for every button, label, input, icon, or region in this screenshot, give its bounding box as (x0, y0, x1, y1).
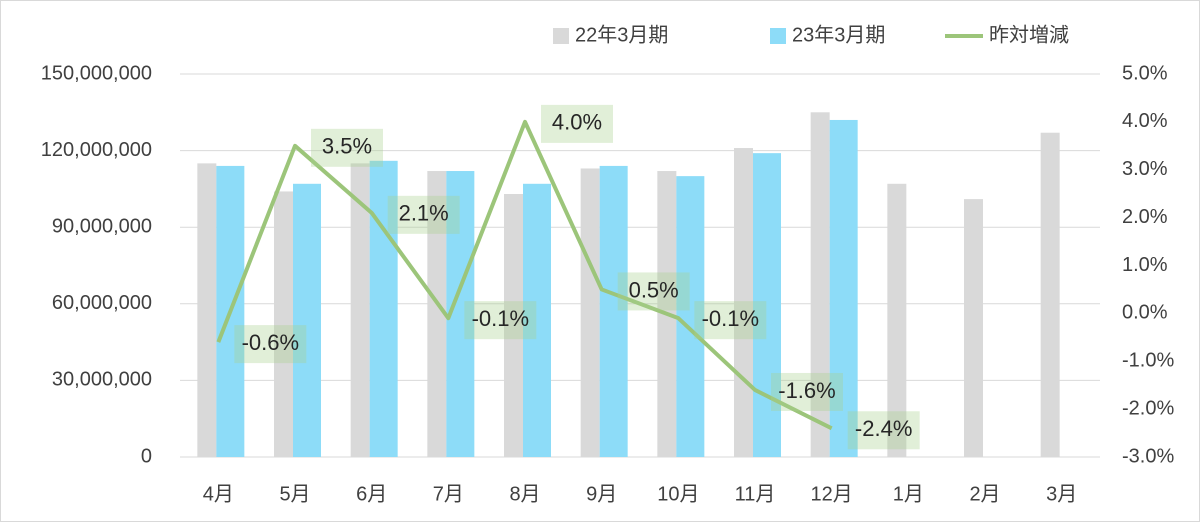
data-label: -0.1% (702, 306, 759, 331)
x-tick-label: 4月 (203, 483, 234, 505)
x-tick-label: 9月 (586, 483, 617, 505)
x-tick-label: 1月 (893, 483, 924, 505)
bar (1040, 132, 1060, 457)
y2-tick-label: -2.0% (1122, 397, 1174, 419)
y-tick-label: 0 (141, 445, 152, 467)
bar (504, 194, 523, 458)
y2-tick-label: 0.0% (1122, 302, 1168, 324)
bar (580, 168, 600, 457)
y2-tick-label: 3.0% (1122, 158, 1168, 180)
x-tick-label: 10月 (657, 483, 699, 505)
y2-tick-label: 2.0% (1122, 206, 1168, 228)
y-tick-label: 60,000,000 (52, 292, 152, 314)
x-tick-label: 11月 (735, 483, 776, 505)
bar (887, 183, 907, 457)
x-tick-label: 2月 (969, 483, 1000, 505)
label-box (694, 301, 767, 340)
bar (829, 119, 858, 458)
y2-tick-label: -3.0% (1122, 445, 1174, 467)
legend-swatch (553, 28, 569, 44)
x-tick-label: 12月 (811, 483, 853, 505)
y-tick-label: 120,000,000 (41, 139, 152, 161)
data-label: -0.6% (242, 330, 299, 355)
data-label: -1.6% (778, 378, 835, 403)
label-box (234, 325, 307, 364)
bar (523, 183, 551, 457)
x-tick-label: 8月 (509, 483, 540, 505)
x-tick-label: 3月 (1046, 483, 1077, 505)
bar (810, 112, 830, 458)
bar (676, 176, 705, 457)
legend-label: 23年3月期 (792, 23, 885, 46)
y-tick-label: 30,000,000 (52, 369, 152, 391)
x-tick-label: 5月 (279, 483, 310, 505)
x-tick-label: 6月 (356, 483, 387, 505)
bar (964, 199, 983, 457)
label-box (464, 301, 537, 340)
bar (369, 160, 398, 457)
y-tick-label: 90,000,000 (52, 215, 152, 237)
data-label: -2.4% (855, 416, 912, 441)
data-label: 3.5% (322, 134, 372, 159)
y-tick-label: 150,000,000 (41, 62, 152, 84)
legend-label: 昨対増減 (989, 23, 1069, 46)
data-label: 0.5% (629, 277, 679, 302)
label-box (847, 411, 920, 450)
bar (734, 148, 753, 457)
bar (293, 183, 321, 457)
bar (350, 163, 370, 457)
x-tick-label: 7月 (433, 483, 464, 505)
data-label: 4.0% (552, 110, 602, 135)
y2-tick-label: 1.0% (1122, 254, 1168, 276)
bar (753, 153, 781, 458)
bar (197, 163, 217, 457)
data-label: 2.1% (399, 201, 449, 226)
bar (274, 191, 293, 457)
legend-label: 22年3月期 (575, 23, 668, 46)
bar (427, 171, 447, 457)
label-box (387, 195, 460, 234)
label-box (771, 372, 843, 411)
y2-tick-label: 5.0% (1122, 62, 1168, 84)
legend-swatch (770, 28, 786, 44)
bar (599, 165, 628, 458)
line (216, 119, 833, 431)
label-box (617, 272, 690, 311)
label-box (311, 128, 383, 167)
y2-tick-label: 4.0% (1122, 110, 1168, 132)
y2-tick-label: -1.0% (1122, 350, 1174, 372)
data-label: -0.1% (472, 306, 529, 331)
label-box (541, 104, 613, 143)
